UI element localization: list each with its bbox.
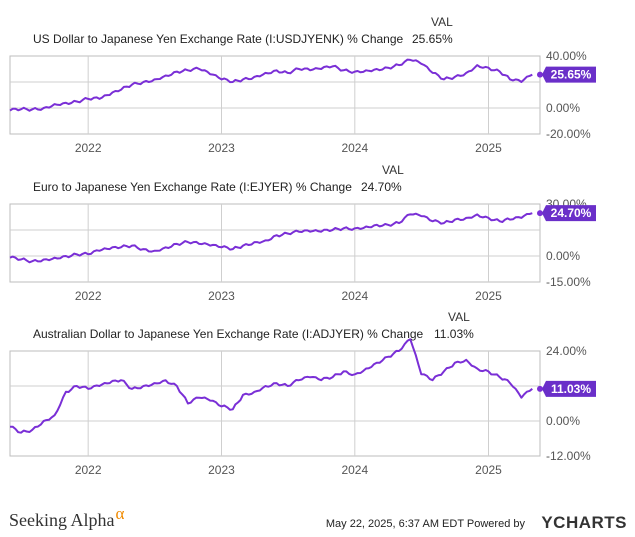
value-badge (542, 380, 596, 397)
y-tick-label: 0.00% (546, 414, 580, 428)
ycharts-logo: YCHARTS (541, 513, 627, 532)
powered-by-text: Powered by (466, 518, 525, 530)
x-tick-label: 2023 (208, 463, 235, 477)
plot-frame (9, 55, 541, 135)
y-tick-label: 40.00% (546, 49, 587, 63)
value-badge-text: 11.03% (551, 382, 591, 396)
value-badge (542, 205, 596, 222)
series-end-point (537, 210, 543, 217)
x-tick-label: 2024 (341, 141, 368, 155)
value-usd-jpy: 25.65% (412, 32, 453, 46)
x-tick-label: 2025 (475, 141, 502, 155)
series-line (9, 338, 533, 434)
x-tick-label: 2024 (341, 463, 368, 477)
series-line (9, 58, 533, 112)
series-label-usd-jpy: US Dollar to Japanese Yen Exchange Rate … (33, 32, 404, 46)
timestamp-text: May 22, 2025, 6:37 AM EDT (325, 518, 464, 530)
x-tick-label: 2024 (341, 289, 368, 303)
x-tick-label: 2023 (208, 289, 235, 303)
y-tick-label: 0.00% (546, 101, 580, 115)
y-tick-label: -20.00% (546, 127, 591, 141)
val-header: VAL (382, 163, 404, 177)
y-tick-label: 24.00% (546, 344, 587, 358)
footer-timestamp: May 22, 2025, 6:37 AM EDT Powered by (326, 518, 525, 530)
x-tick-label: 2022 (75, 141, 102, 155)
series-end-point (537, 385, 543, 392)
x-tick-label: 2022 (75, 289, 102, 303)
x-tick-label: 2025 (475, 289, 502, 303)
x-tick-label: 2023 (208, 141, 235, 155)
series-label-eur-jpy: Euro to Japanese Yen Exchange Rate (I:EJ… (33, 180, 352, 194)
y-tick-label: 0.00% (546, 249, 580, 263)
y-tick-label: -12.00% (546, 449, 591, 463)
x-tick-label: 2022 (75, 463, 102, 477)
series-line (9, 212, 533, 264)
series-label-aud-jpy: Australian Dollar to Japanese Yen Exchan… (33, 327, 424, 341)
value-badge-text: 24.70% (551, 206, 592, 220)
value-aud-jpy: 11.03% (434, 327, 474, 341)
plot-frame (9, 350, 541, 457)
x-tick-label: 2025 (475, 463, 502, 477)
value-eur-jpy: 24.70% (361, 180, 402, 194)
y-tick-label: -15.00% (546, 275, 591, 289)
series-end-point (537, 71, 543, 78)
seeking-alpha-logo: Seeking Alphaα (9, 504, 125, 530)
val-header: VAL (431, 15, 453, 29)
plot-frame (9, 203, 541, 283)
val-header: VAL (448, 310, 470, 324)
value-badge-text: 25.65% (551, 68, 592, 82)
value-badge (542, 66, 596, 83)
